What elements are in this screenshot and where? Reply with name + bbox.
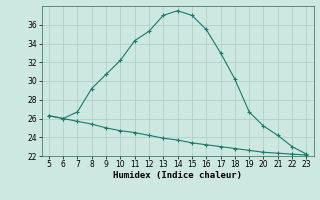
X-axis label: Humidex (Indice chaleur): Humidex (Indice chaleur): [113, 171, 242, 180]
